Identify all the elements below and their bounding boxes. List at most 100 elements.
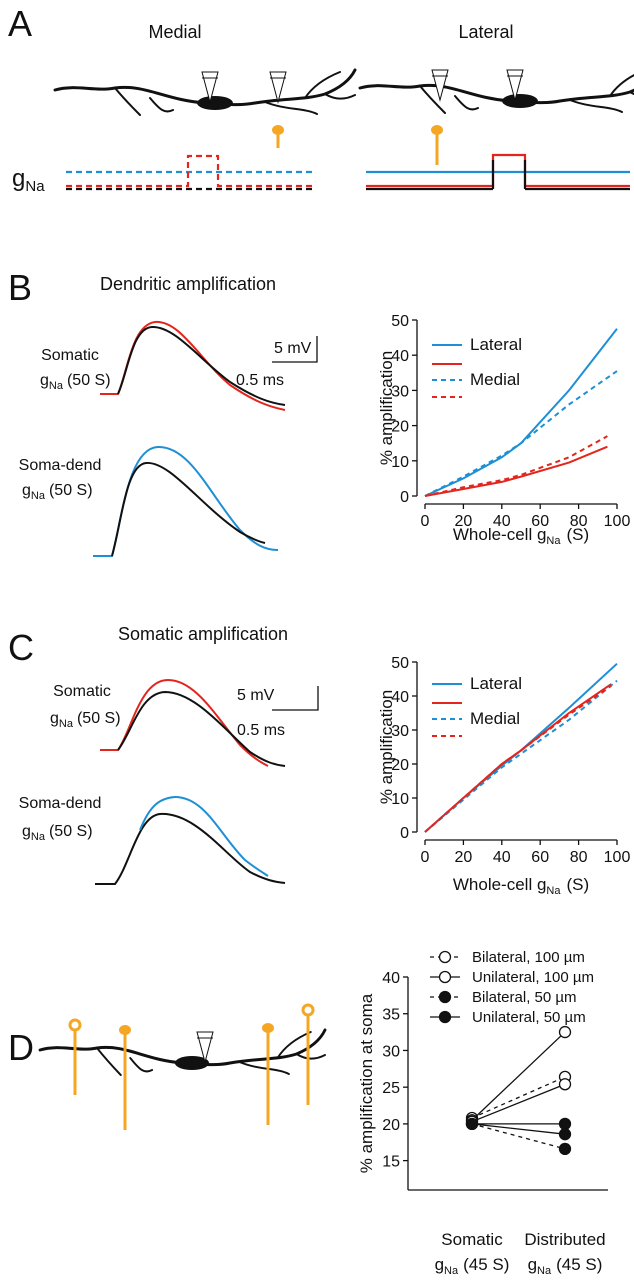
- y-axis-label: % amplification at soma: [357, 993, 376, 1173]
- y-tick-label: 15: [382, 1154, 400, 1171]
- trace-label: Soma-dend: [19, 795, 102, 812]
- x-axis-label-text: Whole-cell g: [453, 875, 547, 894]
- x-tick-label-sub: Na: [444, 1265, 459, 1277]
- legend-marker: [438, 990, 452, 1004]
- series-line: [424, 679, 618, 833]
- y-axis-label: % amplification: [377, 351, 396, 465]
- x-axis-label-text: Whole-cell g: [453, 525, 547, 544]
- y-tick-label: 10: [391, 454, 409, 471]
- x-tick-label-suffix: (45 S): [556, 1255, 602, 1274]
- y-tick-label: 50: [391, 313, 409, 330]
- legend-marker: [438, 950, 452, 964]
- x-tick-label: 0: [421, 513, 430, 530]
- x-tick-label: 100: [604, 513, 631, 530]
- point: [558, 1025, 572, 1039]
- panel-heading: Medial: [148, 22, 201, 42]
- y-tick-label: 30: [382, 1043, 400, 1060]
- legend-label: Unilateral, 100 µm: [472, 969, 594, 986]
- trace-label: gNa (50 S): [22, 482, 93, 502]
- panel-letter: B: [8, 267, 32, 308]
- x-axis-label-suffix: (S): [566, 875, 589, 894]
- series-line: [471, 1076, 566, 1119]
- x-axis-label: Whole-cell gNa (S): [453, 875, 589, 897]
- trace-label: Soma-dend: [19, 457, 102, 474]
- conductance-profile: [66, 153, 630, 191]
- y-tick-label: 30: [391, 723, 409, 740]
- x-tick-label: 60: [531, 513, 549, 530]
- x-tick-label: 100: [604, 849, 631, 866]
- legend-label: Bilateral, 50 µm: [472, 989, 577, 1006]
- y-tick-label: 40: [382, 970, 400, 987]
- legend-label: Lateral: [470, 674, 522, 693]
- voltage-traces: [95, 678, 319, 885]
- legend-label: Unilateral, 50 µm: [472, 1009, 586, 1026]
- y-tick-label: 35: [382, 1007, 400, 1024]
- x-tick-label: 60: [531, 849, 549, 866]
- y-tick-label: 30: [391, 383, 409, 400]
- series-line: [471, 1083, 566, 1123]
- series-line: [424, 445, 608, 497]
- y-tick-label: 20: [382, 1117, 400, 1134]
- point: [558, 1128, 572, 1141]
- voltage-traces: [93, 320, 318, 557]
- x-tick-label: 80: [570, 513, 588, 530]
- y-tick-label: 0: [400, 489, 409, 506]
- conductance-label: gNa: [12, 165, 45, 195]
- y-axis-label: % amplification: [377, 690, 396, 804]
- point: [465, 1117, 479, 1131]
- x-axis-label-sub: Na: [546, 885, 561, 897]
- series-line: [424, 683, 612, 833]
- series-line: [471, 1031, 566, 1121]
- x-axis-label-sub: Na: [546, 535, 561, 547]
- y-tick-label: 50: [391, 655, 409, 672]
- panel-heading: Lateral: [458, 22, 513, 42]
- scale-label: 0.5 ms: [236, 372, 284, 389]
- scale-label: 5 mV: [237, 687, 275, 704]
- x-tick-label-symbol: g: [528, 1255, 537, 1274]
- neuron-medial: [53, 68, 357, 148]
- x-tick-label: gNa (45 S): [528, 1255, 603, 1277]
- trace-label: Somatic: [53, 683, 111, 700]
- x-tick-label: 20: [455, 513, 473, 530]
- x-axis-label: Whole-cell gNa (S): [453, 525, 589, 547]
- x-tick-label-sub: Na: [537, 1265, 552, 1277]
- panel-letter: C: [8, 627, 34, 668]
- x-tick-label: 40: [493, 513, 511, 530]
- y-tick-label: 40: [391, 348, 409, 365]
- x-tick-label: 80: [570, 849, 588, 866]
- legend-marker: [438, 970, 452, 984]
- x-tick-label: Distributed: [524, 1230, 605, 1249]
- legend-label: Bilateral, 100 µm: [472, 949, 585, 966]
- x-tick-label: Somatic: [441, 1230, 503, 1249]
- x-axis-label-suffix: (S): [566, 525, 589, 544]
- trace-label: Somatic: [41, 347, 99, 364]
- y-tick-label: 20: [391, 419, 409, 436]
- y-tick-label: 20: [391, 757, 409, 774]
- x-tick-label: 20: [455, 849, 473, 866]
- y-tick-label: 40: [391, 689, 409, 706]
- trace-label: gNa (50 S): [22, 823, 93, 843]
- y-tick-label: 25: [382, 1080, 400, 1097]
- series-line: [424, 328, 618, 497]
- legend-label: Medial: [470, 370, 520, 389]
- x-tick-label: 0: [421, 849, 430, 866]
- panel-title: Dendritic amplification: [100, 274, 276, 294]
- x-tick-label-suffix: (45 S): [463, 1255, 509, 1274]
- trace-label: gNa (50 S): [40, 372, 111, 392]
- point: [558, 1078, 572, 1091]
- series-line: [424, 435, 608, 497]
- x-tick-label: 40: [493, 849, 511, 866]
- panel-title: Somatic amplification: [118, 624, 288, 644]
- panel-letter: D: [8, 1027, 34, 1068]
- point: [558, 1142, 572, 1156]
- point: [558, 1117, 572, 1131]
- panel-letter: A: [8, 3, 32, 44]
- y-tick-label: 0: [400, 825, 409, 842]
- x-tick-label: gNa (45 S): [435, 1255, 510, 1277]
- series-line: [471, 1123, 566, 1150]
- y-tick-label: 10: [391, 791, 409, 808]
- scale-label: 5 mV: [274, 340, 312, 357]
- legend-label: Lateral: [470, 335, 522, 354]
- trace-label: gNa (50 S): [50, 710, 121, 730]
